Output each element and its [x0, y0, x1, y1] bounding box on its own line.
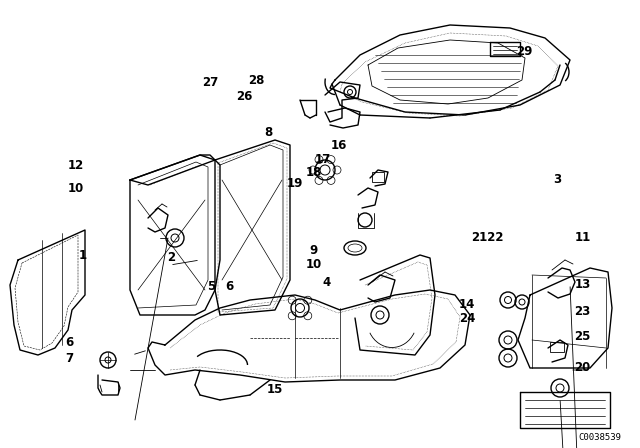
Text: 19: 19: [286, 177, 303, 190]
Text: 18: 18: [305, 166, 322, 179]
Text: 6: 6: [225, 280, 233, 293]
Text: 3: 3: [553, 172, 561, 186]
Text: 24: 24: [459, 311, 476, 325]
Text: 10: 10: [67, 181, 84, 195]
Text: 8: 8: [265, 125, 273, 139]
Text: 9: 9: [310, 244, 317, 258]
Text: 1: 1: [79, 249, 87, 262]
Text: 2122: 2122: [472, 231, 504, 244]
Text: 23: 23: [574, 305, 591, 318]
Text: 13: 13: [574, 278, 591, 291]
Text: 12: 12: [67, 159, 84, 172]
Text: 28: 28: [248, 74, 264, 87]
Text: 6: 6: [65, 336, 73, 349]
Text: 25: 25: [574, 330, 591, 344]
Text: 14: 14: [459, 298, 476, 311]
Text: 16: 16: [331, 139, 348, 152]
Text: 4: 4: [323, 276, 330, 289]
Text: 5: 5: [207, 280, 215, 293]
Text: 2: 2: [167, 251, 175, 264]
Text: 17: 17: [315, 152, 332, 166]
Text: 15: 15: [267, 383, 284, 396]
Bar: [372, 172, 384, 182]
Text: 29: 29: [516, 45, 533, 58]
Text: 7: 7: [65, 352, 73, 365]
Text: 11: 11: [574, 231, 591, 244]
Text: C0038539: C0038539: [579, 432, 621, 441]
Bar: [550, 342, 564, 352]
Text: 20: 20: [574, 361, 591, 374]
Text: 10: 10: [305, 258, 322, 271]
Text: 26: 26: [236, 90, 253, 103]
Text: 27: 27: [202, 76, 218, 90]
